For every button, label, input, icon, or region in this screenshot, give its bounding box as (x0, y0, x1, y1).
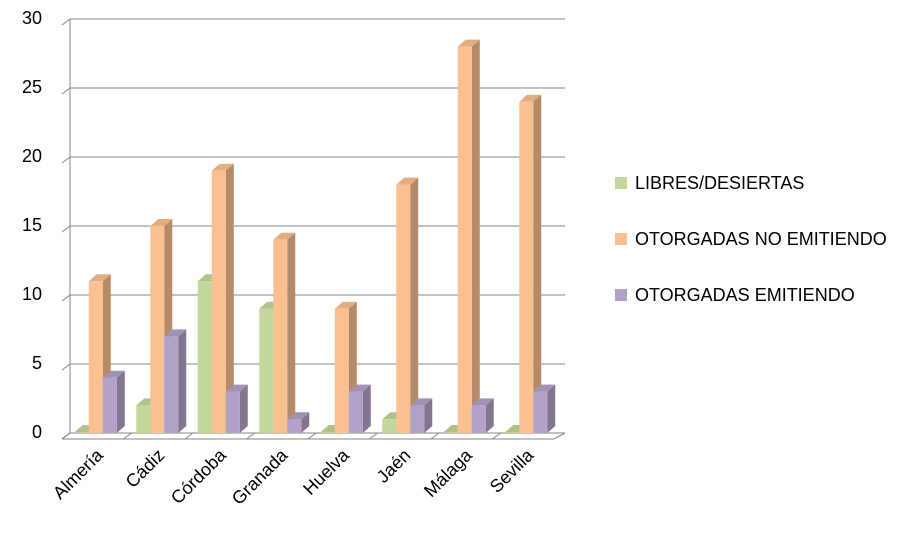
bar-top (519, 94, 542, 102)
bar (273, 239, 288, 433)
bar-top (88, 274, 111, 282)
y-tick-label: 30 (22, 8, 42, 28)
x-tick (184, 432, 194, 440)
bar-side (485, 398, 494, 433)
bar-side (178, 329, 187, 433)
bar (471, 405, 486, 433)
bar-side (410, 177, 419, 433)
x-tick-label: Huelva (299, 444, 353, 498)
bar-side (471, 39, 480, 433)
legend-item: OTORGADAS EMITIENDO (615, 280, 895, 310)
x-tick (246, 432, 255, 440)
legend-item: LIBRES/DESIERTAS (615, 168, 895, 198)
legend-label: OTORGADAS EMITIENDO (635, 285, 855, 305)
y-tick-label: 10 (22, 284, 42, 304)
bar-top (273, 232, 296, 240)
bar (225, 391, 240, 433)
bar-top (225, 384, 248, 392)
bar-top (471, 398, 494, 406)
legend-label: LIBRES/DESIERTAS (635, 173, 805, 193)
bar-side (547, 384, 556, 433)
y-tick (61, 156, 71, 164)
legend-swatch (615, 289, 627, 301)
y-tick-label: 20 (22, 146, 42, 166)
y-tick (61, 87, 71, 95)
bar-top (348, 384, 371, 392)
bar-side (116, 370, 125, 433)
bar-top (211, 163, 234, 171)
bar-side (533, 94, 542, 434)
bar (348, 391, 363, 433)
bar (102, 377, 117, 433)
legend-item: OTORGADAS NO EMITIENDO (615, 224, 895, 254)
y-tick (61, 294, 71, 302)
x-tick-label: Córdoba (167, 444, 231, 508)
bar (259, 308, 274, 433)
bar-top (287, 412, 310, 420)
bar (136, 405, 151, 433)
y-tick-label: 15 (22, 215, 42, 235)
bar (519, 101, 534, 434)
bar-top (396, 177, 419, 185)
bar (74, 432, 89, 433)
bar-side (424, 398, 433, 433)
x-tick-label: Almería (49, 444, 108, 503)
y-tick (61, 363, 71, 371)
bar (505, 432, 520, 433)
bar (396, 184, 411, 433)
x-tick-label: Cádiz (122, 445, 169, 492)
bar (320, 432, 335, 433)
x-tick (123, 432, 132, 440)
y-tick-label: 0 (32, 422, 42, 442)
bar (533, 391, 548, 433)
y-tick (61, 225, 71, 233)
bar (382, 419, 397, 433)
bar-side (287, 232, 296, 433)
x-tick (369, 432, 378, 440)
bar (150, 226, 165, 433)
legend: LIBRES/DESIERTAS OTORGADAS NO EMITIENDO OT… (615, 168, 895, 336)
bar-top (410, 398, 433, 406)
bar-top (334, 301, 357, 309)
bar-side (301, 412, 310, 433)
x-tick (430, 432, 440, 440)
bar-top (102, 370, 125, 378)
x-tick (492, 432, 501, 440)
y-tick-label: 25 (22, 77, 42, 97)
bar (287, 419, 302, 433)
x-tick-label: Granada (228, 444, 292, 508)
bar-top (457, 39, 480, 47)
legend-label: OTORGADAS NO EMITIENDO (635, 229, 887, 249)
bar-top (150, 219, 173, 226)
y-tick (61, 18, 71, 26)
floor (62, 432, 566, 440)
bar (457, 46, 472, 433)
legend-swatch (615, 233, 627, 245)
legend-swatch (615, 177, 627, 189)
bar-side (362, 384, 371, 433)
bar (197, 281, 212, 433)
x-tick-label: Sevilla (486, 444, 538, 496)
bar (211, 170, 226, 434)
y-tick-label: 5 (32, 353, 42, 373)
x-tick-label: Málaga (420, 444, 477, 501)
x-tick (61, 432, 71, 440)
x-tick (307, 432, 317, 440)
bar (410, 405, 425, 433)
bar-side (239, 384, 248, 433)
x-tick-label: Jaén (373, 445, 415, 487)
bar (88, 281, 103, 433)
bar-top (164, 329, 187, 337)
bar (334, 308, 349, 433)
bar-side (225, 163, 234, 434)
bar (164, 336, 179, 433)
bar-top (533, 384, 556, 392)
bar (443, 432, 458, 433)
